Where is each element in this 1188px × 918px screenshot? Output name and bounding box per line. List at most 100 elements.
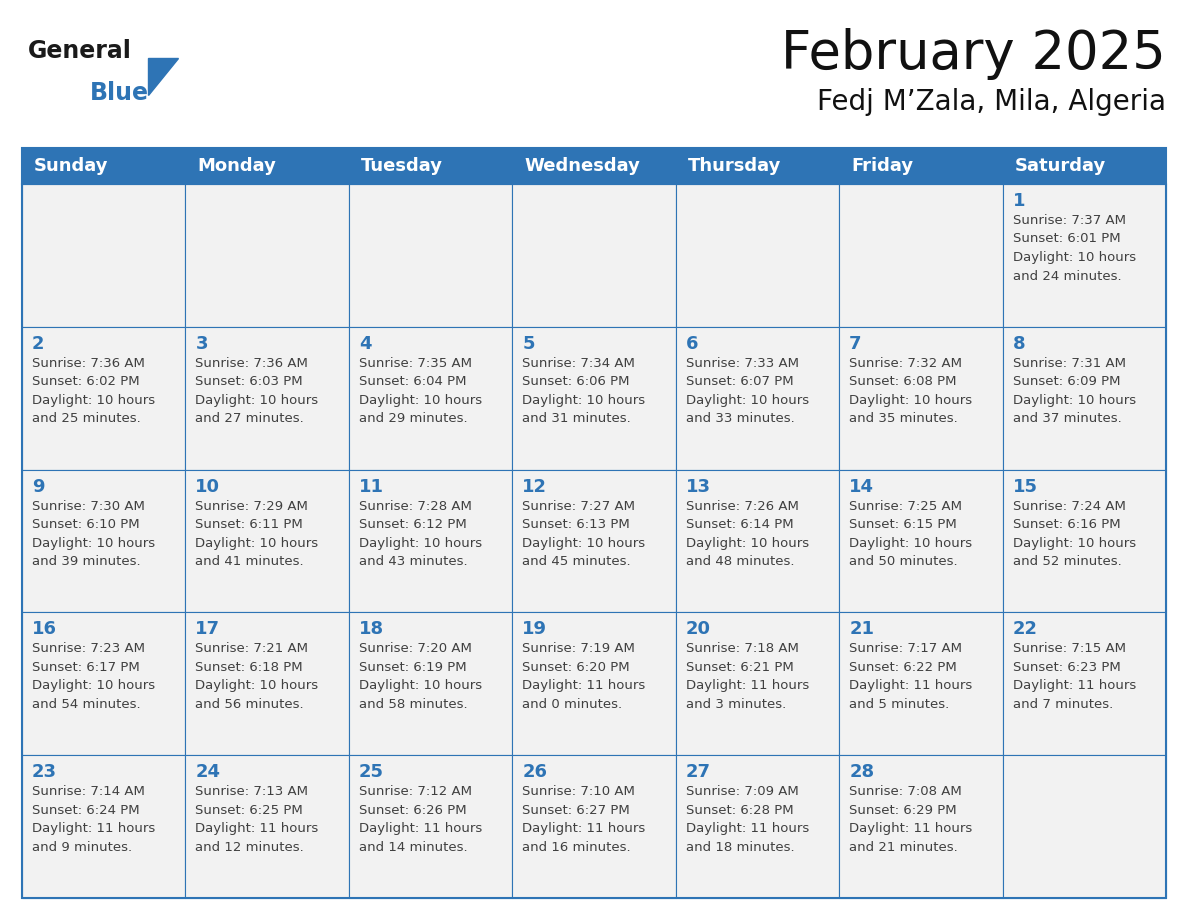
- Text: Sunrise: 7:30 AM
Sunset: 6:10 PM
Daylight: 10 hours
and 39 minutes.: Sunrise: 7:30 AM Sunset: 6:10 PM Dayligh…: [32, 499, 156, 568]
- Text: Sunrise: 7:37 AM
Sunset: 6:01 PM
Daylight: 10 hours
and 24 minutes.: Sunrise: 7:37 AM Sunset: 6:01 PM Dayligh…: [1012, 214, 1136, 283]
- Text: 4: 4: [359, 335, 372, 353]
- Bar: [512, 756, 676, 898]
- Bar: [1003, 327, 1165, 470]
- Text: 26: 26: [523, 763, 548, 781]
- Bar: [23, 470, 185, 612]
- Bar: [1003, 612, 1165, 756]
- Text: 6: 6: [685, 335, 699, 353]
- Text: 22: 22: [1012, 621, 1037, 638]
- Bar: [23, 327, 185, 470]
- Bar: [839, 756, 1003, 898]
- Text: 16: 16: [32, 621, 57, 638]
- Bar: [512, 327, 676, 470]
- Text: Saturday: Saturday: [1015, 157, 1106, 175]
- Text: 10: 10: [196, 477, 221, 496]
- Bar: [349, 184, 512, 327]
- Bar: [1003, 756, 1165, 898]
- Bar: [512, 470, 676, 612]
- Bar: [676, 612, 839, 756]
- Text: Sunrise: 7:20 AM
Sunset: 6:19 PM
Daylight: 10 hours
and 58 minutes.: Sunrise: 7:20 AM Sunset: 6:19 PM Dayligh…: [359, 643, 482, 711]
- Bar: [185, 470, 349, 612]
- Text: Sunrise: 7:34 AM
Sunset: 6:06 PM
Daylight: 10 hours
and 31 minutes.: Sunrise: 7:34 AM Sunset: 6:06 PM Dayligh…: [523, 357, 645, 425]
- Polygon shape: [148, 58, 178, 95]
- Text: Sunday: Sunday: [34, 157, 108, 175]
- Bar: [349, 327, 512, 470]
- Text: Sunrise: 7:27 AM
Sunset: 6:13 PM
Daylight: 10 hours
and 45 minutes.: Sunrise: 7:27 AM Sunset: 6:13 PM Dayligh…: [523, 499, 645, 568]
- Bar: [512, 184, 676, 327]
- Bar: [349, 612, 512, 756]
- Text: 8: 8: [1012, 335, 1025, 353]
- Text: 17: 17: [196, 621, 221, 638]
- Bar: [839, 327, 1003, 470]
- Bar: [839, 612, 1003, 756]
- Bar: [349, 756, 512, 898]
- Text: Sunrise: 7:12 AM
Sunset: 6:26 PM
Daylight: 11 hours
and 14 minutes.: Sunrise: 7:12 AM Sunset: 6:26 PM Dayligh…: [359, 785, 482, 854]
- Bar: [1003, 470, 1165, 612]
- Bar: [23, 148, 1165, 184]
- Bar: [185, 184, 349, 327]
- Text: Sunrise: 7:13 AM
Sunset: 6:25 PM
Daylight: 11 hours
and 12 minutes.: Sunrise: 7:13 AM Sunset: 6:25 PM Dayligh…: [196, 785, 318, 854]
- Bar: [676, 184, 839, 327]
- Text: General: General: [29, 39, 132, 63]
- Bar: [839, 470, 1003, 612]
- Text: 23: 23: [32, 763, 57, 781]
- Text: 9: 9: [32, 477, 44, 496]
- Text: 5: 5: [523, 335, 535, 353]
- Text: 12: 12: [523, 477, 548, 496]
- Text: Wednesday: Wednesday: [524, 157, 640, 175]
- Bar: [185, 327, 349, 470]
- Text: Thursday: Thursday: [688, 157, 781, 175]
- Bar: [512, 612, 676, 756]
- Text: Friday: Friday: [851, 157, 914, 175]
- Text: 20: 20: [685, 621, 710, 638]
- Text: 25: 25: [359, 763, 384, 781]
- Text: Sunrise: 7:14 AM
Sunset: 6:24 PM
Daylight: 11 hours
and 9 minutes.: Sunrise: 7:14 AM Sunset: 6:24 PM Dayligh…: [32, 785, 156, 854]
- Text: 11: 11: [359, 477, 384, 496]
- Bar: [185, 612, 349, 756]
- Text: Sunrise: 7:33 AM
Sunset: 6:07 PM
Daylight: 10 hours
and 33 minutes.: Sunrise: 7:33 AM Sunset: 6:07 PM Dayligh…: [685, 357, 809, 425]
- Bar: [349, 470, 512, 612]
- Text: Sunrise: 7:25 AM
Sunset: 6:15 PM
Daylight: 10 hours
and 50 minutes.: Sunrise: 7:25 AM Sunset: 6:15 PM Dayligh…: [849, 499, 972, 568]
- Text: Sunrise: 7:18 AM
Sunset: 6:21 PM
Daylight: 11 hours
and 3 minutes.: Sunrise: 7:18 AM Sunset: 6:21 PM Dayligh…: [685, 643, 809, 711]
- Text: 1: 1: [1012, 192, 1025, 210]
- Text: 3: 3: [196, 335, 208, 353]
- Text: Sunrise: 7:09 AM
Sunset: 6:28 PM
Daylight: 11 hours
and 18 minutes.: Sunrise: 7:09 AM Sunset: 6:28 PM Dayligh…: [685, 785, 809, 854]
- Text: Monday: Monday: [197, 157, 277, 175]
- Text: 2: 2: [32, 335, 44, 353]
- Text: 13: 13: [685, 477, 710, 496]
- Text: 7: 7: [849, 335, 861, 353]
- Bar: [23, 148, 1165, 898]
- Text: Sunrise: 7:21 AM
Sunset: 6:18 PM
Daylight: 10 hours
and 56 minutes.: Sunrise: 7:21 AM Sunset: 6:18 PM Dayligh…: [196, 643, 318, 711]
- Bar: [839, 184, 1003, 327]
- Text: Sunrise: 7:15 AM
Sunset: 6:23 PM
Daylight: 11 hours
and 7 minutes.: Sunrise: 7:15 AM Sunset: 6:23 PM Dayligh…: [1012, 643, 1136, 711]
- Text: 18: 18: [359, 621, 384, 638]
- Text: 15: 15: [1012, 477, 1037, 496]
- Bar: [676, 756, 839, 898]
- Text: Fedj M’Zala, Mila, Algeria: Fedj M’Zala, Mila, Algeria: [817, 88, 1165, 116]
- Text: 14: 14: [849, 477, 874, 496]
- Text: Sunrise: 7:28 AM
Sunset: 6:12 PM
Daylight: 10 hours
and 43 minutes.: Sunrise: 7:28 AM Sunset: 6:12 PM Dayligh…: [359, 499, 482, 568]
- Text: 24: 24: [196, 763, 221, 781]
- Text: 27: 27: [685, 763, 710, 781]
- Text: 21: 21: [849, 621, 874, 638]
- Bar: [23, 612, 185, 756]
- Bar: [185, 756, 349, 898]
- Text: Sunrise: 7:31 AM
Sunset: 6:09 PM
Daylight: 10 hours
and 37 minutes.: Sunrise: 7:31 AM Sunset: 6:09 PM Dayligh…: [1012, 357, 1136, 425]
- Text: Sunrise: 7:10 AM
Sunset: 6:27 PM
Daylight: 11 hours
and 16 minutes.: Sunrise: 7:10 AM Sunset: 6:27 PM Dayligh…: [523, 785, 645, 854]
- Text: Blue: Blue: [90, 81, 148, 105]
- Bar: [23, 184, 185, 327]
- Bar: [1003, 184, 1165, 327]
- Text: Sunrise: 7:08 AM
Sunset: 6:29 PM
Daylight: 11 hours
and 21 minutes.: Sunrise: 7:08 AM Sunset: 6:29 PM Dayligh…: [849, 785, 973, 854]
- Bar: [676, 470, 839, 612]
- Text: Sunrise: 7:24 AM
Sunset: 6:16 PM
Daylight: 10 hours
and 52 minutes.: Sunrise: 7:24 AM Sunset: 6:16 PM Dayligh…: [1012, 499, 1136, 568]
- Text: Tuesday: Tuesday: [361, 157, 443, 175]
- Text: 28: 28: [849, 763, 874, 781]
- Bar: [676, 327, 839, 470]
- Text: Sunrise: 7:26 AM
Sunset: 6:14 PM
Daylight: 10 hours
and 48 minutes.: Sunrise: 7:26 AM Sunset: 6:14 PM Dayligh…: [685, 499, 809, 568]
- Text: Sunrise: 7:32 AM
Sunset: 6:08 PM
Daylight: 10 hours
and 35 minutes.: Sunrise: 7:32 AM Sunset: 6:08 PM Dayligh…: [849, 357, 972, 425]
- Text: Sunrise: 7:29 AM
Sunset: 6:11 PM
Daylight: 10 hours
and 41 minutes.: Sunrise: 7:29 AM Sunset: 6:11 PM Dayligh…: [196, 499, 318, 568]
- Text: Sunrise: 7:17 AM
Sunset: 6:22 PM
Daylight: 11 hours
and 5 minutes.: Sunrise: 7:17 AM Sunset: 6:22 PM Dayligh…: [849, 643, 973, 711]
- Text: Sunrise: 7:35 AM
Sunset: 6:04 PM
Daylight: 10 hours
and 29 minutes.: Sunrise: 7:35 AM Sunset: 6:04 PM Dayligh…: [359, 357, 482, 425]
- Text: 19: 19: [523, 621, 548, 638]
- Bar: [23, 756, 185, 898]
